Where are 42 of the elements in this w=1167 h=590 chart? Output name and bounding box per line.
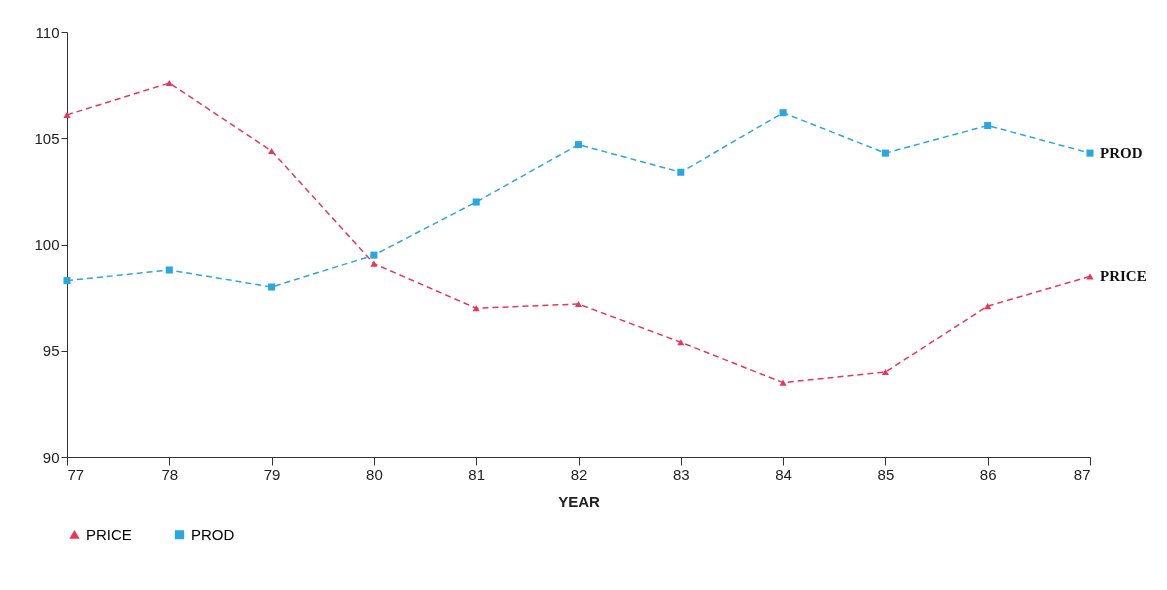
legend-label: PROD	[191, 525, 235, 543]
point	[165, 79, 173, 87]
point	[63, 111, 71, 118]
x-tick-label: 78	[161, 465, 179, 483]
x-tick-label: 81	[468, 465, 486, 483]
point	[677, 339, 685, 346]
y-tick-label: 105	[34, 129, 60, 147]
x-axis-title: YEAR	[558, 492, 600, 510]
text: PRICE	[1100, 268, 1147, 285]
point	[574, 141, 583, 149]
point	[370, 260, 378, 267]
point	[677, 168, 685, 176]
x-tick-label: 79	[263, 465, 281, 483]
point	[779, 109, 787, 117]
x-tick-label: 86	[979, 465, 997, 483]
x-tick-label: 87	[1073, 465, 1091, 483]
x-tick-label: 77	[67, 465, 85, 483]
point	[472, 305, 480, 312]
point	[268, 283, 276, 291]
point	[984, 121, 992, 130]
legend-label: PRICE	[86, 525, 132, 543]
point	[268, 147, 276, 155]
x-tick-label: 83	[672, 465, 690, 483]
point	[881, 149, 889, 157]
x-tick-label: 80	[366, 465, 383, 483]
point	[574, 300, 583, 308]
point	[63, 277, 71, 285]
point	[779, 379, 787, 386]
y-tick-label: 95	[42, 342, 60, 360]
text: PROD	[1100, 145, 1143, 162]
point	[370, 251, 378, 259]
point	[472, 198, 480, 206]
point	[165, 266, 173, 274]
x-tick-label: 82	[570, 465, 588, 483]
point	[1086, 149, 1094, 157]
y-tick-label: 100	[34, 236, 60, 253]
y-tick-label: 90	[42, 448, 60, 466]
point	[881, 368, 889, 376]
y-tick-label: 110	[35, 23, 60, 41]
x-tick-label: 85	[877, 465, 895, 483]
point	[984, 303, 992, 310]
x-tick-label: 84	[775, 465, 792, 483]
